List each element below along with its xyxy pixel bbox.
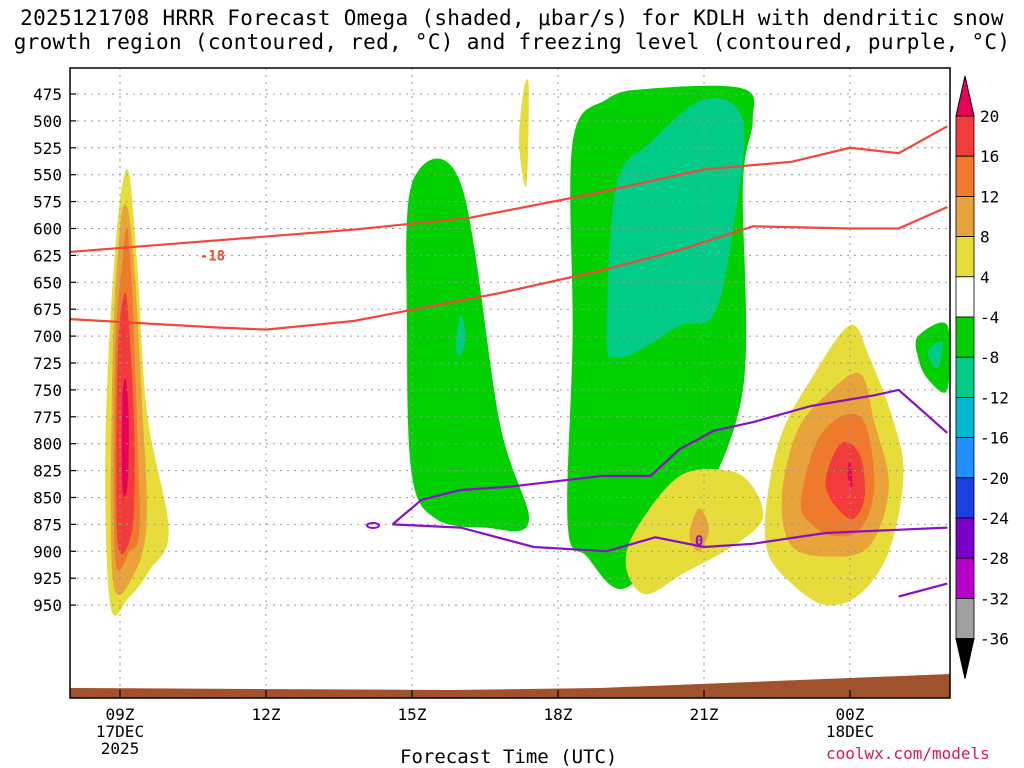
x-tick-label-17DEC: 17DEC	[96, 722, 144, 741]
colorbar-label-3: 8	[980, 228, 990, 247]
colorbar-label-7: -12	[980, 388, 1009, 407]
omega-region-18	[847, 459, 853, 488]
x-tick-label-09Z: 09Z	[106, 705, 135, 724]
y-tick-label-625: 625	[33, 246, 62, 265]
dgz-upper-line	[70, 125, 948, 254]
title-line-1: 2025121708 HRRR Forecast Omega (shaded, …	[20, 6, 1004, 30]
y-tick-label-800: 800	[33, 435, 62, 454]
colorbar-label-11: -28	[980, 549, 1009, 568]
omega-region-7	[455, 314, 466, 356]
colorbar-label-10: -24	[980, 509, 1009, 528]
colorbar-label-12: -32	[980, 589, 1009, 608]
y-tick-label-600: 600	[33, 220, 62, 239]
colorbar-label-8: -16	[980, 429, 1009, 448]
y-tick-label-525: 525	[33, 139, 62, 158]
terrain	[70, 674, 950, 698]
freezing-line-lower	[392, 523, 948, 553]
title-line-2: growth region (contoured, red, °C) and f…	[13, 30, 1011, 54]
y-tick-label-500: 500	[33, 112, 62, 131]
omega-region-9	[606, 98, 745, 358]
colorbar-label-13: -36	[980, 630, 1009, 649]
y-tick-label-475: 475	[33, 85, 62, 104]
x-tick-label-18Z: 18Z	[544, 705, 573, 724]
colorbar-segment-10	[955, 477, 975, 519]
y-tick-label-575: 575	[33, 193, 62, 212]
y-tick-label-825: 825	[33, 462, 62, 481]
colorbar-segment-12	[955, 557, 975, 599]
chart-title: 2025121708 HRRR Forecast Omega (shaded, …	[0, 6, 1024, 54]
colorbar-segment-6	[955, 316, 975, 358]
colorbar-segment-9	[955, 437, 975, 479]
freezing-line-blob	[366, 521, 381, 529]
omega-region-17	[825, 441, 866, 520]
colorbar-segment-3	[955, 195, 975, 237]
y-tick-label-925: 925	[33, 569, 62, 588]
omega-shading	[105, 79, 950, 616]
x-tick-label-00Z: 00Z	[836, 705, 865, 724]
y-tick-label-875: 875	[33, 515, 62, 534]
y-tick-label-775: 775	[33, 408, 62, 427]
y-tick-label-900: 900	[33, 542, 62, 561]
y-tick-label-675: 675	[33, 300, 62, 319]
colorbar: 20 16 12 8 4 -4 -8 -12 -16 -20 -24 -28 -32 -36	[955, 75, 1009, 679]
colorbar-segment-11	[955, 517, 975, 559]
source-credit: coolwx.com/models	[826, 744, 990, 763]
colorbar-bottom-arrow	[955, 638, 975, 679]
colorbar-segment-4	[955, 236, 975, 278]
y-tick-label-725: 725	[33, 354, 62, 373]
freezing-contour-label: 0	[695, 534, 703, 550]
colorbar-label-0: 20	[980, 107, 999, 126]
terrain-fill	[70, 674, 950, 698]
grid-lines	[70, 68, 950, 698]
x-tick-label-21Z: 21Z	[690, 705, 719, 724]
colorbar-label-2: 12	[980, 187, 999, 206]
omega-region-11	[927, 341, 943, 369]
omega-region-6	[406, 158, 529, 532]
freezing-line-upper	[391, 388, 949, 526]
colorbar-segment-5	[955, 276, 975, 318]
omega-region-5	[519, 79, 529, 187]
x-tick-label-15Z: 15Z	[398, 705, 427, 724]
omega-region-4	[121, 378, 129, 497]
colorbar-segment-8	[955, 396, 975, 438]
plot-frame	[69, 67, 951, 699]
y-tick-label-750: 750	[33, 381, 62, 400]
y-tick-label-650: 650	[33, 273, 62, 292]
y-tick-label-850: 850	[33, 489, 62, 508]
colorbar-segment-1	[955, 115, 975, 157]
contour-lines: -18 0	[70, 125, 949, 598]
x-axis-label: Forecast Time (UTC)	[400, 746, 618, 768]
dgz-lower-line	[70, 205, 948, 331]
x-tick-label-18DEC: 18DEC	[826, 722, 874, 741]
y-tick-label-550: 550	[33, 166, 62, 185]
freezing-line-small	[898, 582, 948, 598]
omega-region-13	[689, 508, 709, 552]
x-tick-label-2025: 2025	[101, 739, 140, 758]
colorbar-label-6: -8	[980, 348, 999, 367]
y-axis: 475 500 525 550 575 600 625 650 675 700 725 750 775 8…	[33, 85, 76, 615]
colorbar-label-1: 16	[980, 147, 999, 166]
colorbar-top-arrow	[955, 75, 975, 117]
x-tick-label-12Z: 12Z	[252, 705, 281, 724]
y-tick-label-950: 950	[33, 596, 62, 615]
colorbar-label-5: -4	[980, 308, 999, 327]
colorbar-label-9: -20	[980, 469, 1009, 488]
y-tick-label-700: 700	[33, 327, 62, 346]
dgz-contour-label: -18	[200, 248, 225, 264]
colorbar-segment-13	[955, 598, 975, 640]
colorbar-segment-2	[955, 155, 975, 197]
colorbar-segment-7	[955, 356, 975, 398]
colorbar-label-4: 4	[980, 268, 990, 287]
